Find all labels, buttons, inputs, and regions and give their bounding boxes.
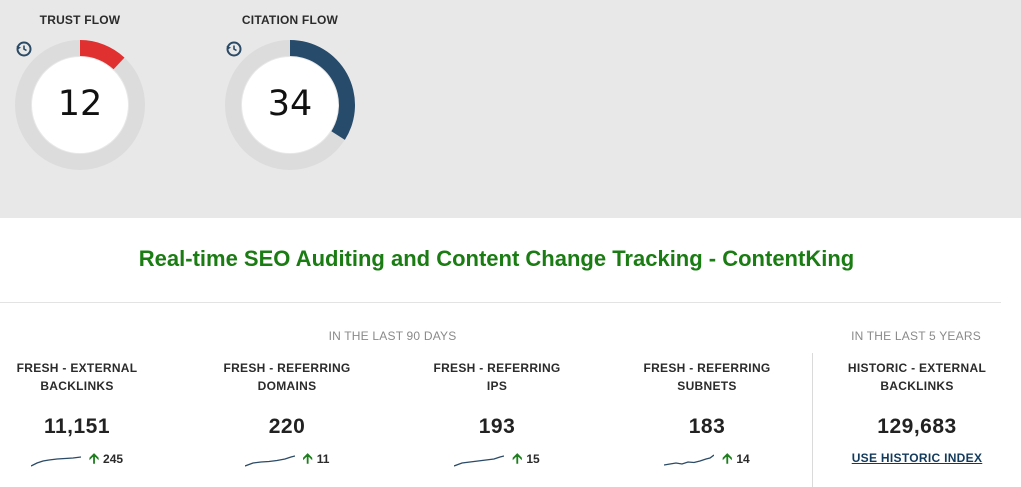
metric-value: 183 [688,415,726,438]
metric-label-line: FRESH - REFERRING [223,361,351,375]
citation-flow-ring [225,40,355,170]
metric-delta: 🡩 11 [303,448,330,472]
metric-fresh-external-backlinks: FRESH - EXTERNAL BACKLINKS 11,151 🡩 245 [0,359,172,469]
metric-value: 11,151 [43,415,111,438]
sparkline-icon [664,454,715,466]
metric-label-line: IPS [486,379,508,393]
divider [0,302,1001,303]
metric-trend: 🡩 245 [0,448,172,472]
trust-flow-value: 12 [57,84,103,124]
period-label-90-days: IN THE LAST 90 DAYS [328,329,457,343]
period-label-5-years: IN THE LAST 5 YEARS [851,329,981,343]
citation-flow-value: 34 [267,84,313,124]
metric-label-line: HISTORIC - EXTERNAL [847,361,987,375]
metric-historic-external-backlinks: HISTORIC - EXTERNAL BACKLINKS 129,683 US… [822,359,1012,465]
metric-trend: 🡩 11 [192,448,382,472]
metric-fresh-referring-subnets: FRESH - REFERRING SUBNETS 183 🡩 14 [612,359,802,469]
trust-flow-ring [15,40,145,170]
history-icon[interactable] [15,40,33,58]
metric-label-line: SUBNETS [677,379,737,393]
arrow-up-icon: 🡩 [512,450,523,466]
metric-value: 129,683 [877,415,957,438]
metric-trend: 🡩 14 [612,448,802,472]
arrow-up-icon: 🡩 [88,450,100,466]
sparkline-icon [454,455,505,467]
metric-label-line: FRESH - EXTERNAL [16,361,138,375]
history-icon[interactable] [225,40,243,58]
arrow-up-icon: 🡩 [302,450,313,466]
metric-value: 220 [268,415,306,438]
metric-delta: 🡩 14 [722,448,749,472]
metric-label-line: BACKLINKS [880,379,954,393]
metric-delta-value: 15 [526,452,540,466]
metric-fresh-referring-ips: FRESH - REFERRING IPS 193 🡩 15 [402,359,592,469]
metric-label-line: DOMAINS [257,379,317,393]
metric-delta-value: 245 [103,452,124,466]
metric-label-line: BACKLINKS [40,379,114,393]
metric-delta-value: 14 [736,452,750,466]
use-historic-index-link[interactable]: USE HISTORIC INDEX [851,451,983,465]
metric-trend: 🡩 15 [402,448,592,472]
trust-flow-title: TRUST FLOW [39,13,121,27]
trust-flow-arc [80,40,125,70]
metric-value: 193 [478,415,516,438]
flow-metrics-panel: TRUST FLOW 12 CITATION FLOW 34 [0,0,1021,218]
metric-delta: 🡩 245 [89,448,123,472]
citation-flow-title: CITATION FLOW [241,13,339,27]
metric-label: FRESH - EXTERNAL BACKLINKS [0,359,172,395]
metric-label: FRESH - REFERRING SUBNETS [612,359,802,395]
metric-delta-value: 11 [316,452,330,466]
metric-label: FRESH - REFERRING DOMAINS [192,359,382,395]
sparkline-icon [244,455,295,467]
section-separator [812,353,813,487]
metric-label-line: FRESH - REFERRING [643,361,771,375]
citation-flow-arc [290,40,355,140]
metric-label: HISTORIC - EXTERNAL BACKLINKS [822,359,1012,395]
site-title[interactable]: Real-time SEO Auditing and Content Chang… [138,246,855,271]
sparkline-icon [30,456,81,467]
metric-label-line: FRESH - REFERRING [433,361,561,375]
metric-label: FRESH - REFERRING IPS [402,359,592,395]
metric-delta: 🡩 15 [512,448,539,472]
arrow-up-icon: 🡩 [722,450,733,466]
metric-fresh-referring-domains: FRESH - REFERRING DOMAINS 220 🡩 11 [192,359,382,469]
